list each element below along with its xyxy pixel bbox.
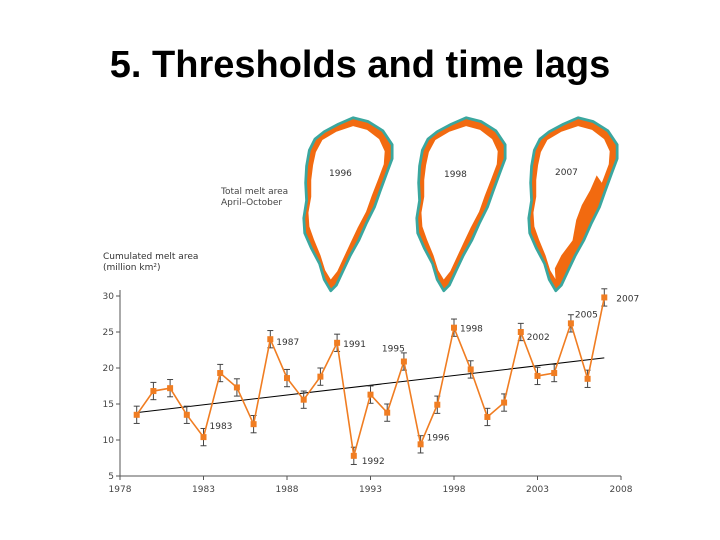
data-point <box>267 336 274 343</box>
annotation-label: 1998 <box>460 325 483 335</box>
data-point <box>217 370 224 377</box>
annotation-label: 2002 <box>527 333 550 343</box>
x-tick-label: 2008 <box>610 485 633 495</box>
y-tick-label: 25 <box>103 328 114 338</box>
data-point <box>284 375 290 382</box>
greenland-map-1998 <box>415 116 507 293</box>
data-point <box>183 411 190 418</box>
data-point <box>400 358 407 365</box>
map-label-1998: 1998 <box>444 170 467 180</box>
data-point <box>350 452 357 459</box>
data-point <box>434 401 441 408</box>
y-tick-label: 5 <box>108 472 114 482</box>
data-point <box>167 385 174 392</box>
data-point <box>584 375 591 382</box>
data-point <box>517 329 524 335</box>
annotation-label: 2007 <box>616 294 639 304</box>
x-tick-label: 1983 <box>192 485 215 495</box>
y-tick-label: 15 <box>103 400 114 410</box>
annotation-label: 2005 <box>575 310 598 320</box>
y-axis-label-line1: Cumulated melt area <box>103 252 198 262</box>
annotation-label: 1987 <box>276 338 299 348</box>
x-tick-label: 1998 <box>443 485 466 495</box>
map-label-2007: 2007 <box>555 168 578 178</box>
greenland-map-1996 <box>302 116 394 293</box>
map-interior <box>421 126 498 280</box>
y-tick-label: 20 <box>103 364 115 374</box>
data-point <box>467 366 474 373</box>
data-point <box>367 391 374 398</box>
slide-title: 5. Thresholds and time lags <box>109 44 611 86</box>
data-point <box>567 320 574 327</box>
data-point <box>317 373 324 380</box>
data-point <box>250 421 257 428</box>
y-tick-label: 10 <box>103 436 115 446</box>
data-point <box>133 411 140 418</box>
y-tick-label: 30 <box>103 292 115 302</box>
greenland-map-2007 <box>527 116 619 293</box>
data-point <box>384 409 391 416</box>
data-point <box>484 413 491 420</box>
annotation-label: 1983 <box>210 422 233 432</box>
data-point <box>417 441 424 448</box>
melt-area-chart: 1978 1983 1988 1993 1998 2003 2008 5 10 15 20 25 30 1… <box>103 288 639 495</box>
annotation-label: 1991 <box>343 340 366 350</box>
data-point <box>200 434 207 441</box>
data-point <box>300 396 307 403</box>
data-point <box>601 294 608 301</box>
data-point <box>233 384 240 391</box>
x-tick-label: 1978 <box>109 485 132 495</box>
melt-area-series-line <box>136 297 606 457</box>
map-caption-line2: April–October <box>221 198 282 208</box>
data-point <box>334 339 341 346</box>
data-point <box>501 399 508 406</box>
map-melt-interior <box>554 175 604 284</box>
x-tick-label: 1988 <box>276 485 299 495</box>
data-point <box>551 370 558 377</box>
map-label-1996: 1996 <box>329 169 352 179</box>
data-point <box>150 388 157 395</box>
map-interior <box>533 126 610 280</box>
trend-line <box>136 357 605 414</box>
x-tick-label: 1993 <box>359 485 382 495</box>
x-tick-label: 2003 <box>526 485 549 495</box>
annotation-label: 1996 <box>427 433 450 443</box>
annotation-label: 1995 <box>382 345 405 355</box>
map-interior <box>308 126 385 280</box>
map-caption-line1: Total melt area <box>220 187 288 197</box>
data-point <box>534 372 541 379</box>
annotation-label: 1992 <box>362 457 385 467</box>
y-axis-label-line2: (million km²) <box>103 263 160 273</box>
data-point <box>451 324 457 331</box>
greenland-maps <box>302 116 619 293</box>
